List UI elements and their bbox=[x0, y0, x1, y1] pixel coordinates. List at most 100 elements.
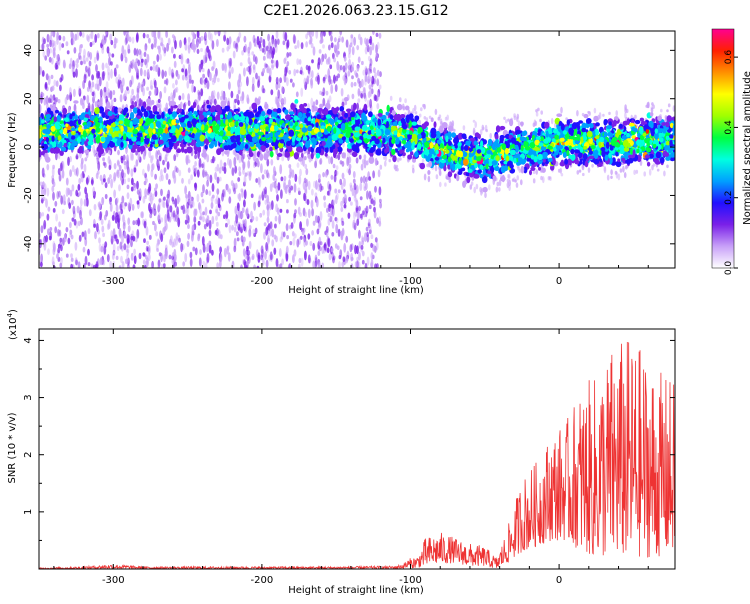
spectrogram-noise-blob bbox=[49, 230, 53, 241]
spectrogram-noise-blob bbox=[582, 172, 585, 177]
spectrogram-noise-blob bbox=[81, 231, 85, 237]
spectrogram-noise-blob bbox=[265, 242, 268, 252]
spectrogram-noise-blob bbox=[484, 192, 487, 199]
spectrogram-band-blob bbox=[264, 103, 269, 110]
spectrogram-noise-blob bbox=[148, 234, 152, 240]
spectrogram-noise-blob bbox=[41, 92, 45, 97]
spectrogram-noise-blob bbox=[46, 47, 50, 57]
spectrogram-noise-blob bbox=[342, 65, 346, 73]
spectrogram-noise-blob bbox=[364, 46, 368, 55]
spectrogram-noise-blob bbox=[336, 60, 340, 71]
spectrogram-noise-blob bbox=[228, 81, 231, 90]
spectrogram-noise-blob bbox=[265, 147, 269, 154]
spectrogram-noise-blob bbox=[330, 174, 334, 180]
spectrogram-noise-blob bbox=[143, 238, 146, 244]
spectrogram-band-blob bbox=[263, 153, 269, 161]
spectrogram-noise-blob bbox=[155, 64, 159, 72]
spectrogram-noise-blob bbox=[271, 239, 275, 247]
spectrogram-noise-blob bbox=[92, 264, 96, 268]
spectrogram-noise-blob bbox=[210, 201, 214, 209]
spectrogram-band-blob bbox=[556, 113, 563, 117]
spectrogram-noise-blob bbox=[357, 98, 361, 103]
spectrogram-noise-blob bbox=[101, 225, 105, 233]
spectrogram-noise-blob bbox=[334, 217, 338, 222]
spectrogram-noise-blob bbox=[378, 84, 382, 90]
spectrogram-noise-blob bbox=[39, 66, 42, 76]
spectrogram-noise-blob bbox=[343, 56, 347, 62]
spectrogram-noise-blob bbox=[368, 39, 372, 44]
spectrogram-band-blob bbox=[307, 153, 312, 159]
spectrogram-noise-blob bbox=[91, 91, 95, 97]
spectrogram-noise-blob bbox=[202, 54, 206, 65]
spectrogram-noise-blob bbox=[200, 77, 204, 86]
spectrogram-noise-blob bbox=[404, 98, 407, 104]
spectrogram-noise-blob bbox=[109, 260, 113, 268]
spectrogram-noise-blob bbox=[129, 79, 133, 88]
spectrogram-noise-blob bbox=[52, 247, 56, 256]
spectrogram-noise-blob bbox=[113, 67, 117, 77]
spectrogram-noise-blob bbox=[602, 113, 605, 117]
spectrogram-noise-blob bbox=[327, 218, 331, 226]
spectrogram-noise-blob bbox=[231, 167, 235, 177]
spectrogram-noise-blob bbox=[77, 183, 81, 191]
spectrogram-noise-blob bbox=[132, 264, 136, 268]
spectrogram-noise-blob bbox=[367, 55, 371, 62]
spectrogram-noise-blob bbox=[206, 179, 210, 187]
spectrogram-noise-blob bbox=[308, 39, 312, 45]
spectrogram-noise-blob bbox=[196, 169, 200, 178]
spectrogram-noise-blob bbox=[307, 233, 311, 240]
spectrogram-noise-blob bbox=[45, 73, 49, 81]
spectrogram-noise-blob bbox=[242, 161, 246, 171]
spectrogram-band-blob bbox=[293, 152, 300, 160]
spectrogram-noise-blob bbox=[115, 212, 119, 217]
spectrogram-noise-blob bbox=[348, 163, 352, 170]
spectrogram-noise-blob bbox=[80, 217, 83, 226]
spectrogram-noise-blob bbox=[121, 77, 125, 87]
spectrogram-noise-blob bbox=[253, 201, 256, 211]
spectrogram-noise-blob bbox=[122, 222, 126, 230]
spectrogram-noise-blob bbox=[361, 235, 364, 243]
spectrogram-noise-blob bbox=[185, 213, 189, 221]
spectrogram-noise-blob bbox=[80, 44, 83, 49]
spectrogram-noise-blob bbox=[150, 155, 153, 164]
spectrogram-noise-blob bbox=[341, 36, 344, 43]
spectrogram-band-blob bbox=[396, 103, 403, 111]
spectrogram-noise-blob bbox=[184, 185, 188, 195]
spectrogram-noise-blob bbox=[94, 33, 98, 43]
spectrogram-noise-blob bbox=[247, 160, 251, 169]
spectrogram-noise-blob bbox=[272, 173, 276, 181]
spectrogram-noise-blob bbox=[191, 233, 194, 242]
spectrogram-noise-blob bbox=[146, 34, 150, 39]
spectrogram-noise-blob bbox=[202, 161, 206, 171]
spectrogram-noise-blob bbox=[221, 62, 225, 72]
spectrogram-noise-blob bbox=[187, 100, 191, 107]
spectrogram-noise-blob bbox=[211, 40, 215, 50]
spectrogram-noise-blob bbox=[116, 197, 119, 204]
spectrogram-noise-blob bbox=[131, 230, 135, 238]
spectrogram-noise-blob bbox=[46, 213, 50, 221]
spectrogram-band-blob bbox=[146, 98, 151, 104]
spectrogram-noise-blob bbox=[364, 182, 368, 190]
spectrogram-noise-blob bbox=[184, 219, 188, 225]
spectrogram-noise-blob bbox=[69, 221, 72, 229]
spectrogram-noise-blob bbox=[396, 157, 400, 163]
spectrogram-noise-blob bbox=[373, 206, 376, 213]
spectrogram-noise-blob bbox=[189, 195, 192, 203]
spectrogram-noise-blob bbox=[56, 54, 59, 61]
spectrogram-noise-blob bbox=[202, 73, 206, 79]
spectrogram-noise-blob bbox=[127, 234, 131, 244]
spectrogram-noise-blob bbox=[113, 234, 117, 239]
spectrogram-noise-blob bbox=[135, 159, 139, 167]
spectrogram-noise-blob bbox=[462, 125, 466, 131]
spectrogram-noise-blob bbox=[376, 217, 379, 224]
spectrogram-noise-blob bbox=[270, 159, 274, 166]
spectrogram-noise-blob bbox=[56, 35, 59, 45]
spectrogram-noise-blob bbox=[233, 149, 236, 155]
spectrogram-noise-blob bbox=[434, 165, 438, 172]
spectrogram-noise-blob bbox=[263, 62, 267, 70]
spectrogram-noise-blob bbox=[174, 88, 178, 93]
spectrogram-noise-blob bbox=[202, 184, 205, 194]
spectrogram-noise-blob bbox=[295, 91, 299, 98]
spectrogram-band-blob bbox=[183, 148, 188, 154]
spectrogram-noise-blob bbox=[143, 264, 147, 268]
